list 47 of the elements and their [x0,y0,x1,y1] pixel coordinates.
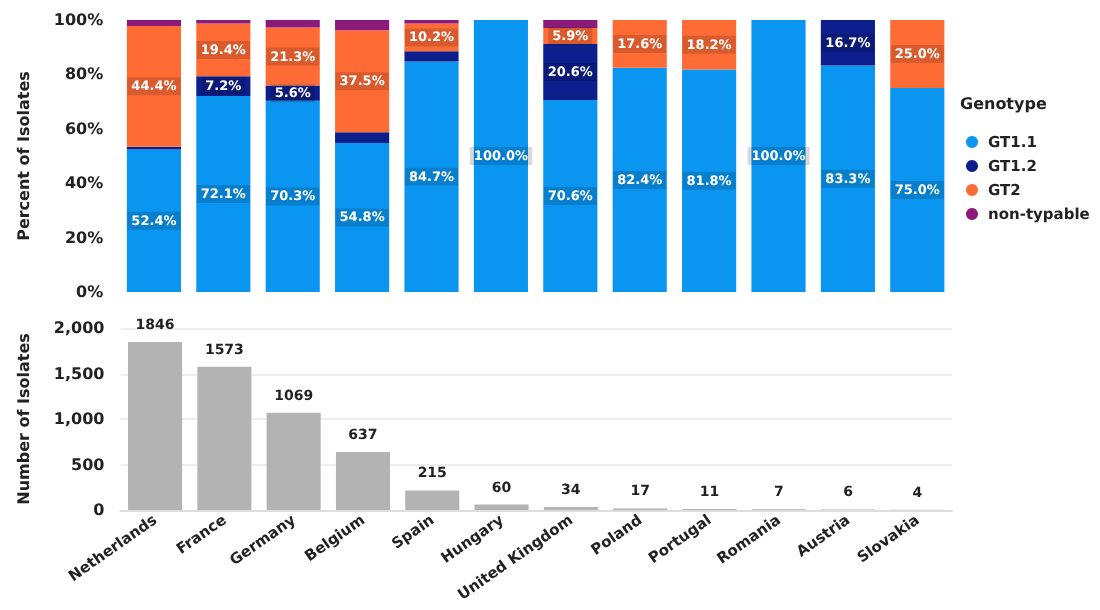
y-tick-label: 20% [64,228,104,247]
y-tick-label: 60% [64,119,104,138]
y-tick-label: 1,500 [53,364,106,383]
bar [682,69,737,292]
y-tick-label: 100% [53,11,104,29]
bar [128,342,183,510]
bar [126,25,181,147]
bar [335,30,390,133]
bar [474,504,529,510]
bar [196,23,251,77]
y-tick-label: 0% [76,283,104,301]
bar [265,20,320,28]
bar [612,20,667,68]
bar [335,132,390,143]
bar [404,61,459,292]
y-tick-label: 2,000 [53,319,106,337]
y-tick-label: 500 [71,455,106,474]
y-tick-label: 80% [64,65,104,84]
bar [890,88,945,292]
bar [197,366,252,510]
bar [820,20,875,66]
bar [405,490,460,510]
bar [335,142,390,292]
bar [404,51,459,62]
y-axis-title: Number of Isolates [15,332,33,505]
bar [335,20,390,31]
y-tick-label: 40% [64,174,104,193]
bar [265,100,320,292]
bar [126,149,181,292]
bar [335,452,390,510]
bar [473,20,528,292]
legend-title: Genotype [960,95,1048,113]
bar [820,65,875,292]
bar [612,67,667,292]
bar [543,20,598,28]
bar [266,412,321,510]
bar [682,20,737,70]
bar [543,99,598,292]
bar [751,20,806,292]
bar [543,43,598,100]
y-tick-label: 0 [93,501,106,519]
bar [126,20,181,26]
bar [265,27,320,86]
bar [196,95,251,292]
y-axis-title: Percent of Isolates [15,70,33,241]
bar [890,20,945,88]
y-tick-label: 1,000 [53,410,106,428]
